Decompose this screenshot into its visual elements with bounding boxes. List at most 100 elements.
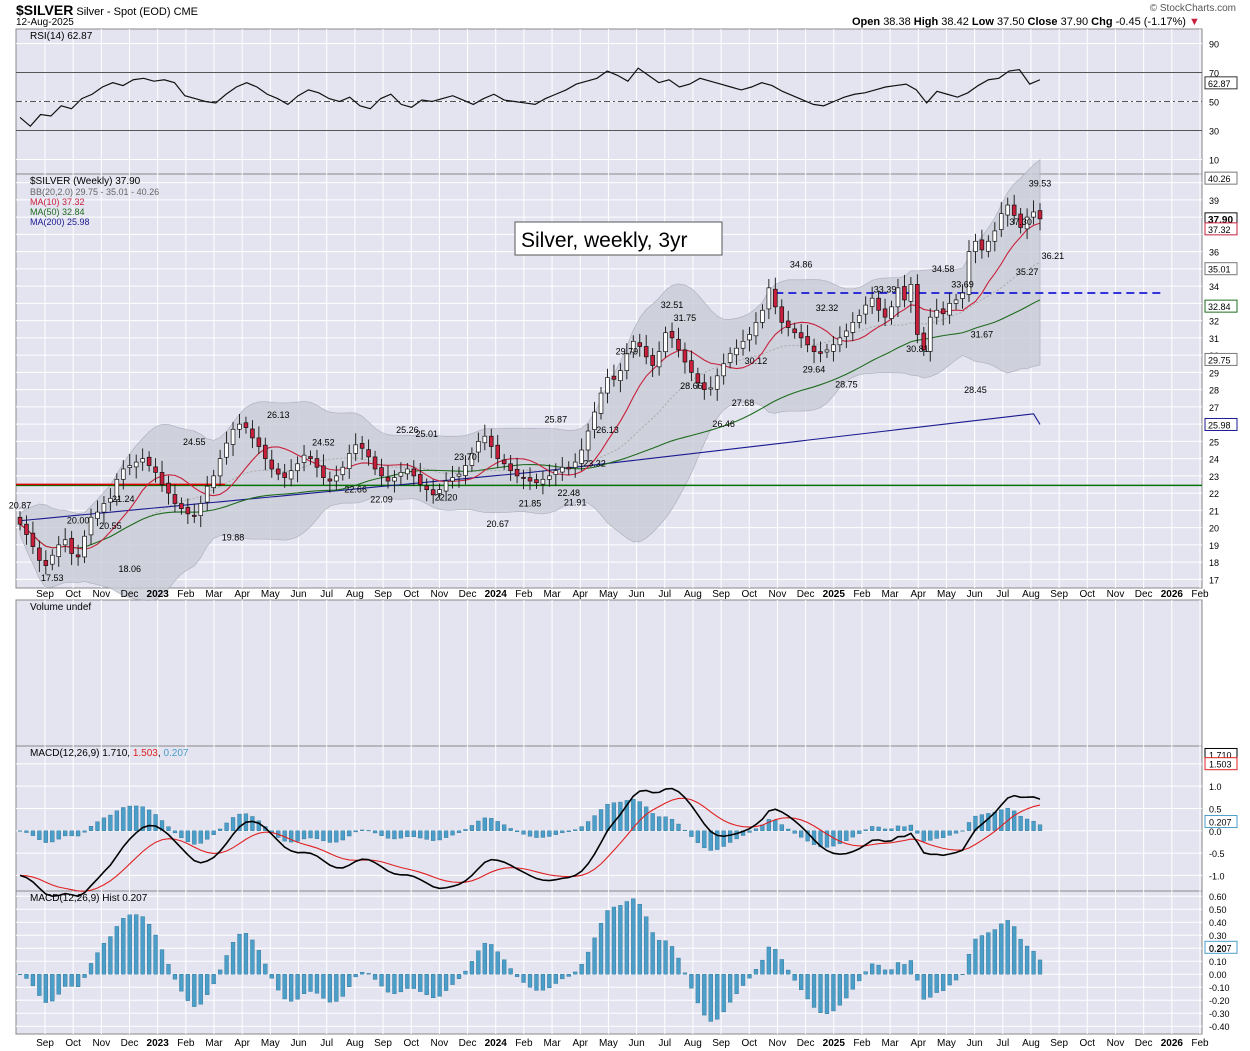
price-badge (1204, 299, 1238, 313)
price-label: 22.09 (370, 495, 393, 505)
macd-badge (1204, 757, 1238, 771)
macd-hist-bar (870, 826, 875, 831)
hist-bar (644, 916, 649, 975)
hist-axis-label: 0.60 (1209, 892, 1227, 902)
macd-title: MACD(12,26,9) 1.710, 1.503, 0.207 (30, 748, 189, 759)
hist-bar (482, 943, 487, 975)
month-label: Nov (769, 589, 787, 600)
month-label: Dec (459, 1038, 477, 1049)
macd-hist-bar (1012, 810, 1017, 831)
hist-bar (702, 974, 707, 1016)
hist-axis-label: 0.207 (1209, 943, 1232, 953)
candle-body (101, 503, 107, 513)
price-label: 20.00 (67, 516, 90, 526)
hist-bar (295, 974, 300, 1000)
macd-hist-bar (443, 830, 449, 838)
candle-body (998, 213, 1004, 230)
legend-ma200: MA(200) 25.98 (30, 217, 90, 227)
hist-bar (437, 974, 442, 997)
candle-body (785, 320, 791, 328)
candle-body (127, 465, 133, 468)
candle-body (895, 287, 901, 308)
exchange: CME (173, 6, 199, 18)
price-label: 32.32 (816, 303, 839, 313)
hist-bar (456, 974, 462, 979)
macd-hist-bar (902, 826, 907, 831)
hist-bar (941, 974, 946, 991)
month-label: Oct (1080, 589, 1096, 600)
candle-body (217, 458, 223, 477)
month-label: Jul (996, 589, 1009, 600)
hist-bar (411, 974, 416, 989)
macd-hist-bar (159, 820, 165, 831)
month-label: Jun (290, 589, 306, 600)
hist-bar (50, 974, 55, 1002)
candle-body (727, 353, 733, 363)
macd-hist-bar (63, 830, 68, 837)
hist-bar (934, 974, 939, 993)
macd-hist-bar (295, 830, 300, 842)
macd-hist-bar (88, 826, 94, 831)
macd-hist-bar (669, 818, 675, 831)
macd-hist-bar (915, 830, 920, 834)
candle-body (372, 456, 378, 470)
hist-bar (366, 973, 371, 975)
macd-hist-bar (779, 824, 784, 831)
macd-title-prefix: MACD(12,26,9) (30, 748, 99, 759)
month-label: Mar (543, 1038, 561, 1049)
price-badge (1204, 352, 1238, 366)
legend-ma10: MA(10) 37.32 (30, 197, 85, 207)
candle-body (714, 375, 720, 390)
hist-bar (282, 974, 287, 1000)
price-axis-label: 25.98 (1208, 420, 1231, 430)
price-label: 27.68 (732, 398, 755, 408)
candle-body (598, 392, 604, 414)
macd-hist-bar (431, 830, 436, 841)
month-label: Apr (911, 1038, 927, 1049)
hist-bar (43, 974, 48, 1003)
candle-body (534, 479, 539, 484)
macd-hist-bar (631, 799, 636, 831)
price-axis-label: 37.32 (1208, 225, 1231, 235)
hist-bar (818, 974, 823, 1013)
month-label: Feb (515, 589, 533, 600)
macd-hist-bar (198, 830, 203, 844)
candle-body (643, 346, 649, 358)
hist-bar (127, 914, 132, 975)
hist-bar (269, 974, 274, 979)
candle-body (275, 468, 281, 475)
macd-hist-bar (353, 830, 358, 833)
candle-body (553, 470, 559, 475)
rsi-axis-label: 70 (1209, 69, 1219, 79)
macd-hist-bar (540, 830, 546, 838)
macd-axis-label: 0.5 (1209, 804, 1222, 814)
hist-bar (121, 918, 126, 975)
high-value: 38.42 (941, 16, 969, 28)
hist-bar (495, 951, 500, 975)
month-label: Nov (1107, 589, 1125, 600)
hist-title: MACD(12,26,9) Hist 0.207 (30, 893, 148, 904)
month-label: Jun (290, 1038, 306, 1049)
macd-hist-bar (75, 830, 81, 837)
month-label: Dec (121, 1038, 139, 1049)
candle-body (882, 308, 888, 318)
hist-bar (230, 942, 236, 975)
macd-hist-bar (43, 830, 48, 843)
month-label: Aug (684, 1038, 702, 1049)
macd-hist-bar (17, 830, 23, 832)
chart-date: 12-Aug-2025 (16, 17, 74, 28)
candle-body (650, 355, 655, 366)
volume-panel (15, 599, 1203, 747)
macd-value: 1.710 (102, 748, 127, 759)
hist-bar (88, 963, 94, 975)
candle-body (611, 375, 617, 380)
candle-body (308, 456, 313, 459)
candle-body (82, 535, 87, 558)
candle-body (792, 328, 797, 334)
hist-bar (715, 974, 720, 1020)
hist-bar (618, 905, 623, 975)
hist-bar (17, 974, 23, 975)
macd-hist-bar (30, 830, 36, 836)
candle-body (1024, 216, 1030, 230)
hist-bar (224, 955, 229, 975)
